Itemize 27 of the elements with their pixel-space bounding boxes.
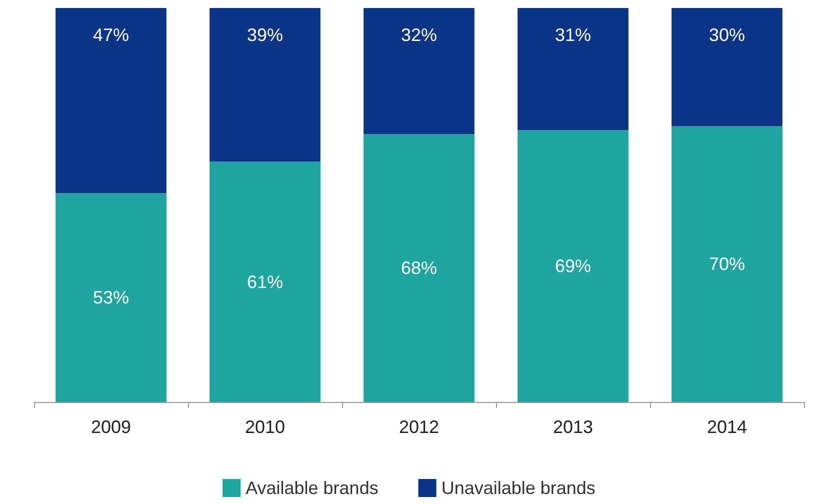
legend-label: Unavailable brands <box>441 478 596 498</box>
data-label: 53% <box>92 288 130 308</box>
data-label: 61% <box>246 272 284 292</box>
legend-label: Available brands <box>246 478 378 498</box>
x-tick-label: 2010 <box>244 417 286 437</box>
data-label: 68% <box>400 258 438 278</box>
bar <box>364 134 474 402</box>
bar <box>210 8 320 162</box>
x-tick-label: 2009 <box>90 417 132 437</box>
data-label: 32% <box>400 25 438 45</box>
data-label: 70% <box>708 254 746 274</box>
bar <box>56 8 166 194</box>
data-label: 69% <box>554 256 592 276</box>
data-label: 39% <box>246 25 284 45</box>
data-label: 47% <box>92 25 130 45</box>
bar <box>210 162 320 402</box>
bar <box>518 8 628 130</box>
bar <box>364 8 474 134</box>
bar <box>672 126 782 402</box>
bar <box>56 193 166 402</box>
x-tick-label: 2012 <box>398 417 440 437</box>
x-tick-label: 2013 <box>552 417 594 437</box>
bar <box>518 130 628 402</box>
bar <box>672 8 782 126</box>
data-label: 30% <box>708 25 746 45</box>
data-label: 31% <box>554 25 592 45</box>
x-tick-label: 2014 <box>706 417 748 437</box>
